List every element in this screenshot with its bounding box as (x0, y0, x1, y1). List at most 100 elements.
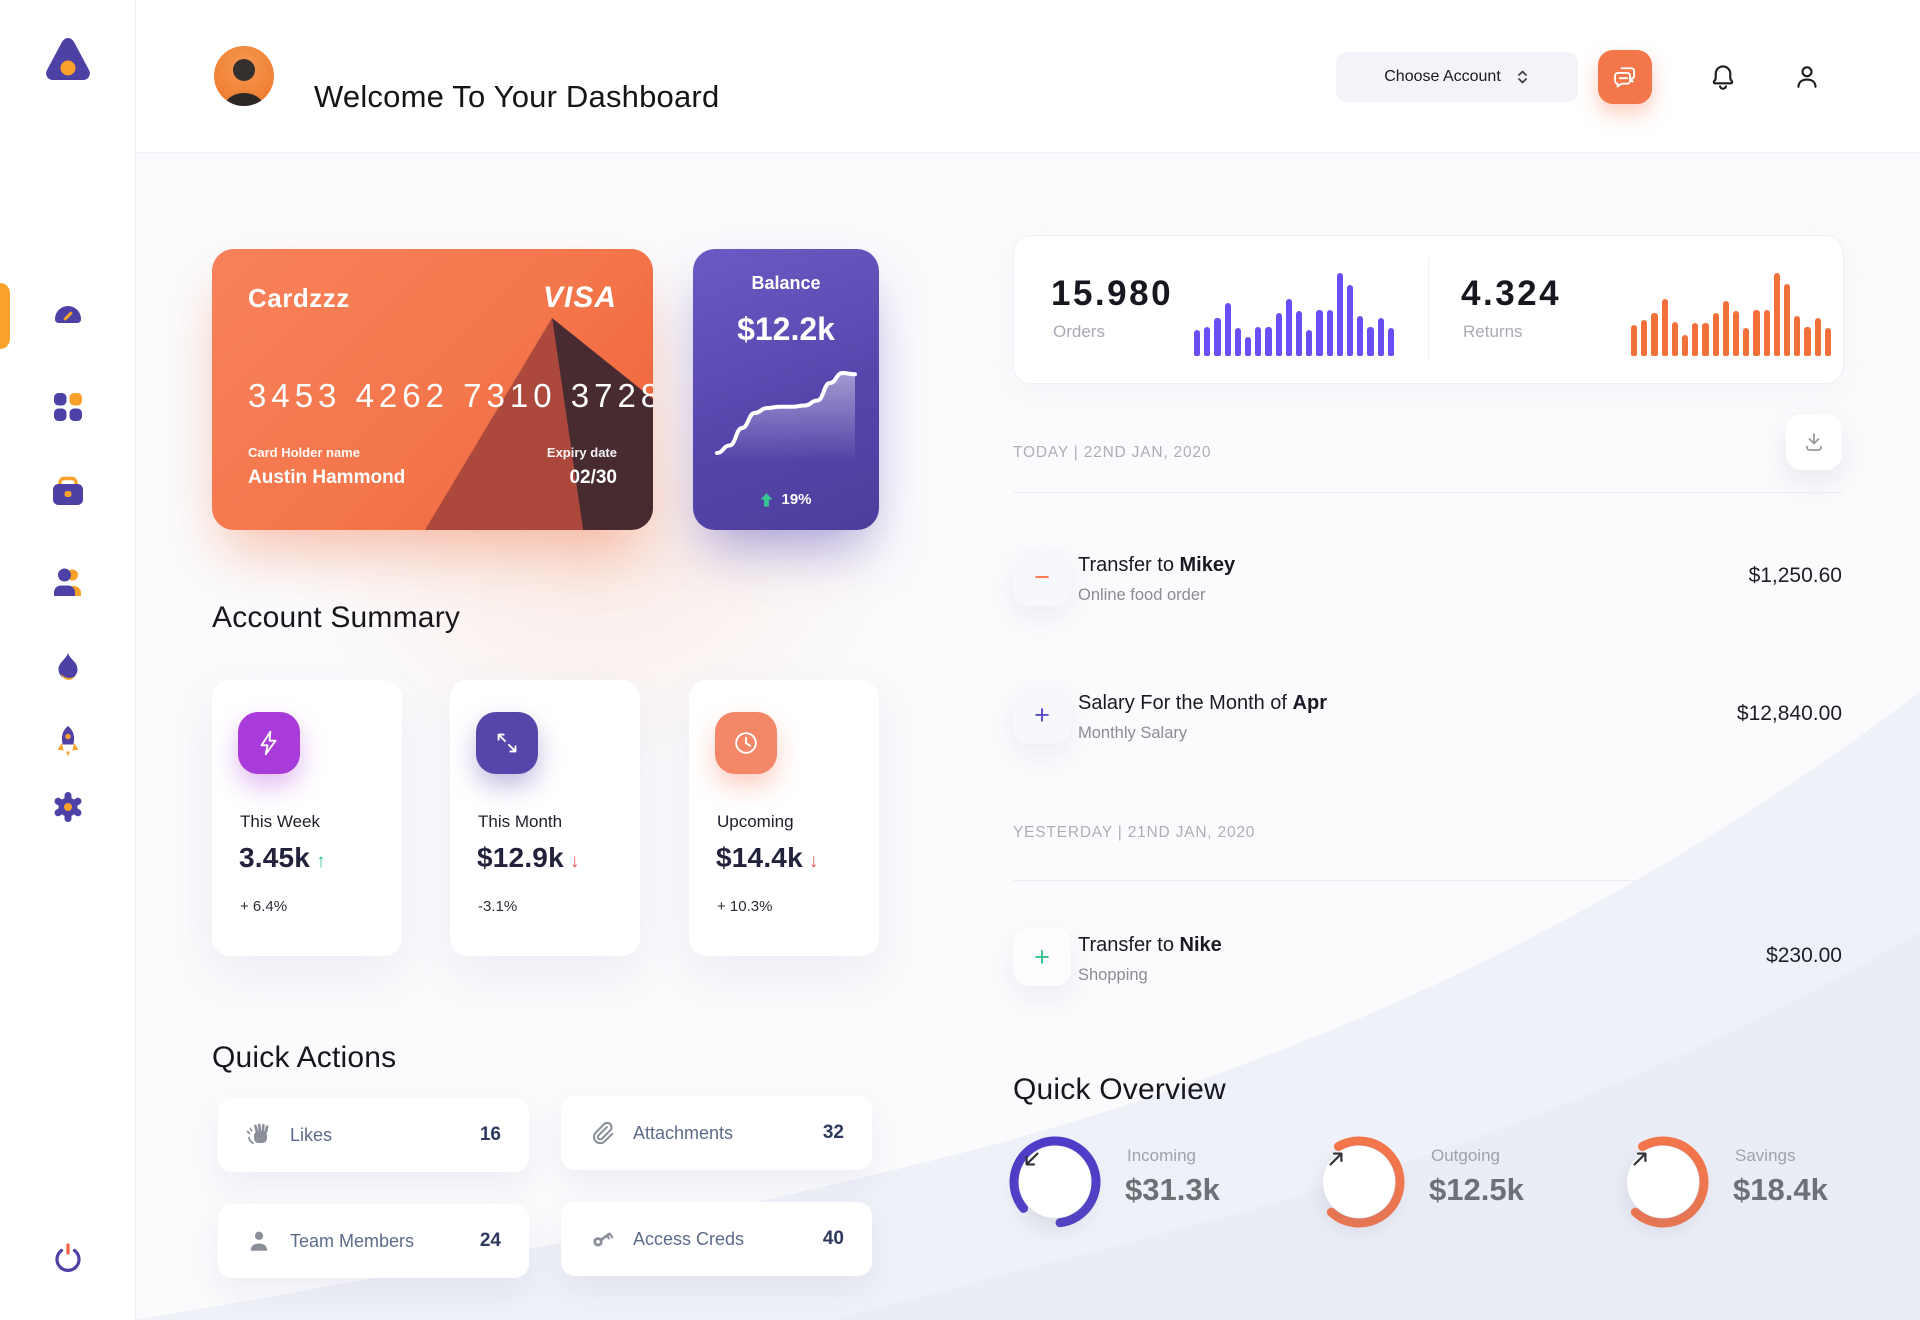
logout-button power-icon[interactable] (50, 1240, 86, 1276)
plus-icon: + (1013, 686, 1071, 744)
chat-button[interactable] (1598, 50, 1652, 104)
download-icon (1806, 433, 1822, 451)
card-holder-label: Card Holder name (248, 445, 360, 460)
active-nav-indicator (0, 283, 10, 349)
transaction-subtitle: Monthly Salary (1078, 724, 1188, 742)
bar (1234, 327, 1242, 356)
balance-card: Balance $12.2k 19% (693, 249, 879, 530)
balance-change: 19% (693, 491, 879, 508)
quick-action-count: 16 (479, 1124, 501, 1145)
quick-action-access-creds[interactable]: Access Creds 40 (561, 1202, 872, 1276)
orders-value: 15.980 (1051, 274, 1174, 313)
arrow-up-right-icon (1323, 1146, 1395, 1218)
bar (1296, 311, 1303, 356)
chevron-up-down-icon (1517, 70, 1527, 84)
user-icon (1797, 66, 1817, 88)
quick-action-label: Access Creds (633, 1228, 745, 1249)
divider (1013, 880, 1842, 881)
bar (1316, 310, 1323, 356)
bar (1682, 335, 1689, 356)
summary-label: This Week (240, 812, 320, 831)
summary-value: $12.9k ↓ (477, 842, 580, 873)
sidebar-item-work briefcase-icon[interactable] (50, 474, 86, 510)
diagonal-arrows-icon (476, 712, 538, 774)
user-avatar[interactable] (214, 46, 274, 106)
transaction-subtitle: Shopping (1078, 966, 1148, 984)
bar (1733, 311, 1740, 356)
chat-icon (1614, 67, 1636, 88)
lightning-icon (238, 712, 300, 774)
quick-action-count: 24 (479, 1230, 501, 1251)
card-name: Cardzzz (248, 283, 350, 313)
quick-action-team-members[interactable]: Team Members 24 (218, 1204, 529, 1278)
bar (1224, 302, 1231, 356)
member-icon (244, 1226, 274, 1256)
orders-returns-card: 15.980 Orders 4.324 Returns (1013, 235, 1844, 384)
bar (1722, 300, 1730, 356)
returns-value: 4.324 (1461, 274, 1562, 313)
bar (1824, 327, 1832, 356)
sidebar-item-dashboard gauge-icon[interactable] (50, 298, 86, 334)
clock-icon (715, 712, 777, 774)
bar (1753, 310, 1760, 356)
bar (1306, 330, 1313, 356)
sidebar-item-trending flame-icon[interactable] (50, 650, 86, 686)
date-header-today: TODAY | 22ND JAN, 2020 (1013, 444, 1212, 461)
trend-arrow: ↓ (808, 851, 819, 872)
bar (1285, 299, 1293, 356)
bar (1804, 326, 1811, 356)
summary-label: Upcoming (717, 812, 794, 831)
overview-incoming: Incoming $31.3k (1009, 1130, 1309, 1240)
overview-outgoing: Outgoing $12.5k (1313, 1130, 1613, 1240)
profile-button[interactable] (1788, 58, 1826, 96)
arrow-up-right-icon (1627, 1146, 1699, 1218)
card-pyramid-decoration (425, 318, 653, 530)
bar (1377, 318, 1384, 356)
bar (1326, 309, 1333, 356)
outgoing-ring (1313, 1136, 1405, 1228)
sidebar-item-categories grid-icon[interactable] (50, 389, 86, 425)
notifications-button[interactable] (1704, 58, 1742, 96)
credit-card: Cardzzz VISA 3453 4262 7310 3728 Card Ho… (212, 249, 653, 530)
summary-change: -3.1% (478, 898, 518, 915)
choose-account-select[interactable]: Choose Account (1336, 52, 1578, 102)
transaction-amount: $230.00 (1766, 944, 1842, 967)
sidebar-item-settings gear-icon[interactable] (50, 789, 86, 825)
trend-arrow: ↓ (569, 851, 580, 872)
download-button[interactable] (1786, 414, 1842, 470)
balance-label: Balance (751, 273, 821, 293)
quick-actions-heading: Quick Actions (212, 1040, 397, 1074)
transaction-amount: $12,840.00 (1736, 702, 1842, 725)
transaction-amount: $1,250.60 (1748, 564, 1842, 587)
orders-label: Orders (1053, 322, 1105, 341)
choose-account-label: Choose Account (1384, 68, 1501, 85)
transaction-title: Transfer to Nike (1078, 934, 1222, 956)
divider (1428, 258, 1429, 361)
sidebar-item-team users-icon[interactable] (50, 564, 86, 600)
bar (1641, 319, 1648, 356)
app-logo triangle-logo-icon (36, 30, 100, 94)
plus-icon: + (1013, 928, 1071, 986)
transaction-row-salary[interactable]: + Salary For the Month of Apr Monthly Sa… (1013, 686, 1842, 748)
key-icon (587, 1224, 617, 1254)
overview-value: $31.3k (1125, 1172, 1220, 1207)
bar (1651, 313, 1658, 356)
summary-value: $14.4k ↓ (716, 842, 819, 873)
bar (1387, 328, 1395, 356)
bar (1347, 284, 1354, 356)
bar (1367, 326, 1374, 356)
header: Welcome To Your Dashboard Choose Account (136, 0, 1920, 153)
account-summary-heading: Account Summary (212, 600, 461, 634)
savings-ring (1617, 1136, 1709, 1228)
sidebar-item-boost rocket-icon[interactable] (50, 723, 86, 759)
sidebar (0, 0, 136, 1320)
card-holder-name: Austin Hammond (248, 467, 406, 488)
overview-value: $18.4k (1733, 1172, 1828, 1207)
transaction-row-mikey[interactable]: − Transfer to Mikey Online food order $1… (1013, 548, 1842, 610)
bar (1265, 326, 1272, 356)
transaction-row-nike[interactable]: + Transfer to Nike Shopping $230.00 (1013, 928, 1842, 990)
summary-card-this-week: This Week 3.45k ↑ + 6.4% (212, 680, 402, 956)
date-header-yesterday: YESTERDAY | 21ND JAN, 2020 (1013, 824, 1256, 841)
quick-action-attachments[interactable]: Attachments 32 (561, 1096, 872, 1170)
quick-action-likes[interactable]: Likes 16 (218, 1098, 529, 1172)
